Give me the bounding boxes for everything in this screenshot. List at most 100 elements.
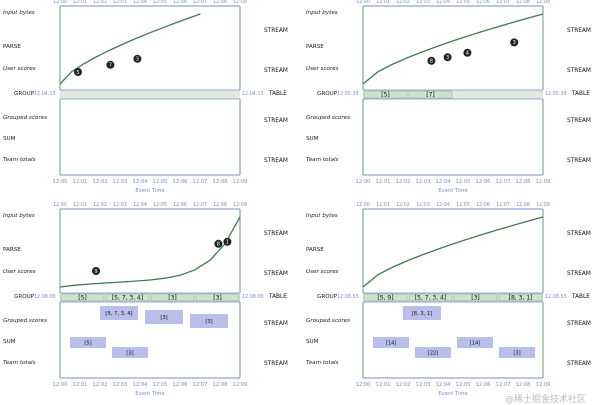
grouped-score-box: [190, 314, 228, 328]
stream-label: STREAM: [264, 158, 288, 164]
time-tick-top: 12:09: [233, 0, 247, 5]
table-label: TABLE: [572, 294, 590, 300]
row-label-team-totals: Team totals: [306, 157, 339, 163]
time-tick-bottom: 12:00: [52, 382, 68, 388]
time-tick-bottom: 12:07: [495, 179, 511, 185]
row-label-grouped-scores: Grouped scores: [306, 115, 350, 121]
time-tick-bottom: 12:09: [535, 179, 551, 185]
sum-box: [457, 337, 493, 348]
row-label-sum: SUM: [306, 136, 319, 142]
grouped-score-box: [100, 306, 138, 320]
row-label-user-scores: User scores: [3, 66, 36, 72]
group-table-cell: [498, 293, 543, 302]
time-tick-top: 12:06: [173, 0, 187, 5]
score-marker-label: 7: [109, 63, 112, 69]
time-tick-bottom: 12:00: [355, 382, 371, 388]
time-tick-top: 12:06: [476, 203, 490, 208]
row-label-input-bytes: Input bytes: [306, 213, 338, 219]
time-tick-top: 12:06: [173, 203, 187, 208]
time-tick-top: 12:04: [133, 203, 147, 208]
stream-label: STREAM: [567, 158, 591, 164]
stream-label: STREAM: [264, 361, 288, 367]
time-tick-top: 12:02: [396, 203, 410, 208]
group-table-value: [5, 9]: [377, 295, 393, 302]
time-tick-top: 12:03: [113, 203, 127, 208]
panel-canvas: 5 7 3: [59, 5, 241, 176]
time-tick-bottom: 12:03: [112, 382, 128, 388]
score-marker-label: 8: [430, 59, 433, 65]
score-marker-label: 4: [466, 51, 469, 57]
time-tick-bottom: 12:02: [92, 382, 108, 388]
row-label-user-scores: User scores: [3, 269, 36, 275]
grouped-score-box: [403, 306, 441, 320]
group-table-value: [5, 7, 3, 4]: [112, 295, 143, 302]
score-marker-label: 3: [136, 57, 139, 63]
time-tick-bottom: 12:03: [415, 382, 431, 388]
group-time-left: 12:05:39: [337, 91, 359, 97]
row-label-sum: SUM: [306, 339, 319, 345]
time-tick-top: 12:02: [93, 0, 107, 5]
score-marker-label: 3: [513, 40, 516, 46]
time-tick-bottom: 12:08: [515, 382, 531, 388]
time-tick-top: 12:04: [436, 203, 450, 208]
time-tick-top: 12:04: [133, 0, 147, 5]
score-marker: [427, 56, 436, 65]
grouped-score-value: [3]: [160, 315, 167, 321]
time-tick-top: 12:05: [456, 203, 470, 208]
time-tick-bottom: 12:09: [232, 179, 248, 185]
score-marker: [463, 48, 472, 57]
watermark: @稀土掘金技术社区: [505, 395, 587, 405]
group-table-value: [3]: [471, 295, 480, 302]
score-marker: [92, 267, 100, 275]
time-tick-top: 12:08: [516, 203, 530, 208]
time-tick-bottom: 12:02: [395, 382, 411, 388]
time-tick-top: 12:03: [113, 0, 127, 5]
time-tick-top: 12:08: [213, 0, 227, 5]
group-table-value: [8, 3, 1]: [509, 295, 533, 302]
group-time-left: 12:08:00: [34, 294, 56, 300]
row-label-group: GROUP: [14, 294, 35, 300]
time-tick-bottom: 12:03: [112, 179, 128, 185]
time-tick-bottom: 12:00: [355, 179, 371, 185]
time-tick-bottom: 12:06: [475, 179, 491, 185]
sum-value: [22]: [428, 351, 439, 357]
group-table-cell: [150, 293, 195, 302]
panel-top-right: 8 3 4 3 [5] [7] Input bytes PARSE User scores Gro…: [303, 0, 600, 200]
group-table-cell: [363, 293, 408, 302]
stream-label: STREAM: [567, 361, 591, 367]
row-label-grouped-scores: Grouped scores: [3, 318, 47, 324]
stream-label: STREAM: [567, 271, 591, 277]
row-label-grouped-scores: Grouped scores: [3, 115, 47, 121]
time-tick-bottom: 12:04: [435, 179, 451, 185]
group-table-cell: [363, 90, 408, 99]
x-axis-title: Event Time: [135, 391, 165, 397]
group-table-cell: [195, 293, 240, 302]
group-table-value: [3]: [168, 295, 177, 302]
time-tick-top: 12:09: [233, 203, 247, 208]
score-marker-label: 3: [446, 55, 449, 61]
time-tick-top: 12:01: [376, 203, 390, 208]
score-marker-label: 1: [226, 240, 229, 246]
watermark-curve: [59, 13, 201, 85]
time-tick-top: 12:02: [396, 0, 410, 5]
stream-label: STREAM: [264, 321, 288, 327]
table-label: TABLE: [269, 91, 287, 97]
time-tick-top: 12:07: [193, 0, 207, 5]
score-marker-label: 9: [94, 269, 97, 275]
row-label-group: GROUP: [317, 294, 338, 300]
stream-label: STREAM: [567, 68, 591, 74]
stream-label: STREAM: [264, 68, 288, 74]
group-time-right: 12:08:53: [545, 294, 567, 300]
sum-box: [373, 337, 409, 348]
stream-label: STREAM: [567, 118, 591, 124]
time-tick-bottom: 12:01: [72, 382, 88, 388]
time-tick-top: 12:05: [456, 0, 470, 5]
row-label-sum: SUM: [3, 136, 16, 142]
time-tick-bottom: 12:06: [172, 382, 188, 388]
time-tick-top: 12:00: [53, 0, 67, 5]
time-tick-top: 12:09: [536, 0, 550, 5]
time-tick-bottom: 12:08: [212, 179, 228, 185]
time-tick-bottom: 12:07: [192, 179, 208, 185]
sum-box: [415, 347, 451, 358]
time-tick-bottom: 12:06: [172, 179, 188, 185]
